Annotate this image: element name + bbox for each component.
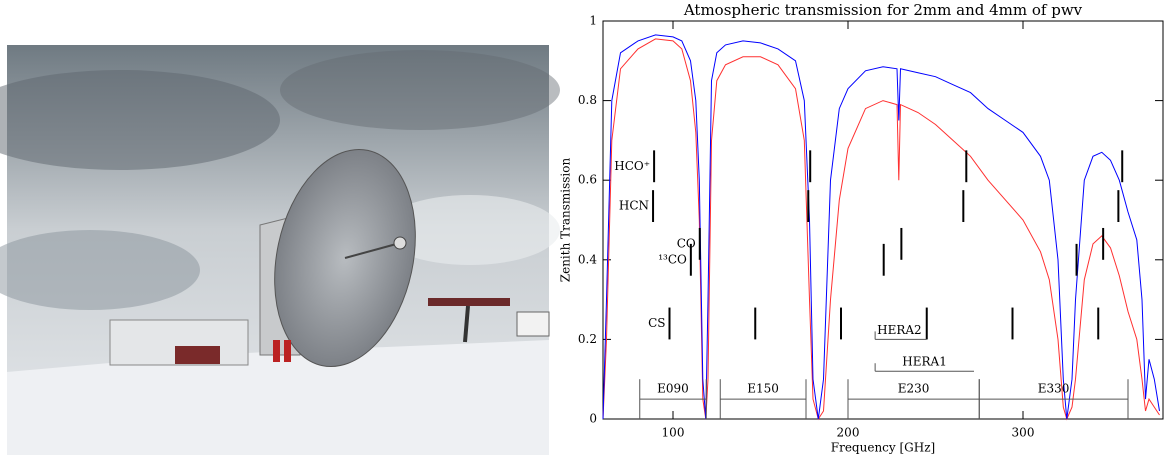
- series-line: [602, 38, 1160, 421]
- band-label: E230: [898, 382, 930, 396]
- x-tick-label: 100: [662, 426, 685, 440]
- y-tick-label: 0.4: [578, 252, 597, 266]
- band-label: E330: [1038, 382, 1070, 396]
- band-label: E090: [657, 382, 689, 396]
- y-tick-label: 1: [589, 14, 597, 28]
- chart-title: Atmospheric transmission for 2mm and 4mm…: [683, 1, 1083, 19]
- band-label: HERA1: [902, 355, 947, 369]
- y-tick-label: 0.8: [578, 93, 597, 107]
- x-axis-label: Frequency [GHz]: [831, 441, 935, 455]
- photo: [0, 45, 560, 455]
- line-label: HCO⁺: [614, 159, 650, 173]
- series-line: [602, 34, 1160, 420]
- y-tick-label: 0: [589, 412, 597, 426]
- plot-frame: [602, 20, 1164, 420]
- line-label: CO: [677, 236, 696, 250]
- y-axis-label: Zenith Transmission: [559, 157, 573, 282]
- x-tick-label: 300: [1012, 426, 1035, 440]
- band-label: E150: [747, 382, 779, 396]
- line-label: ¹³CO: [658, 252, 687, 266]
- y-tick-label: 0.6: [578, 173, 597, 187]
- line-label: CS: [648, 316, 665, 330]
- y-tick-label: 0.2: [578, 332, 597, 346]
- band-label: HERA2: [877, 323, 922, 337]
- line-label: HCN: [619, 199, 649, 213]
- x-tick-label: 200: [837, 426, 860, 440]
